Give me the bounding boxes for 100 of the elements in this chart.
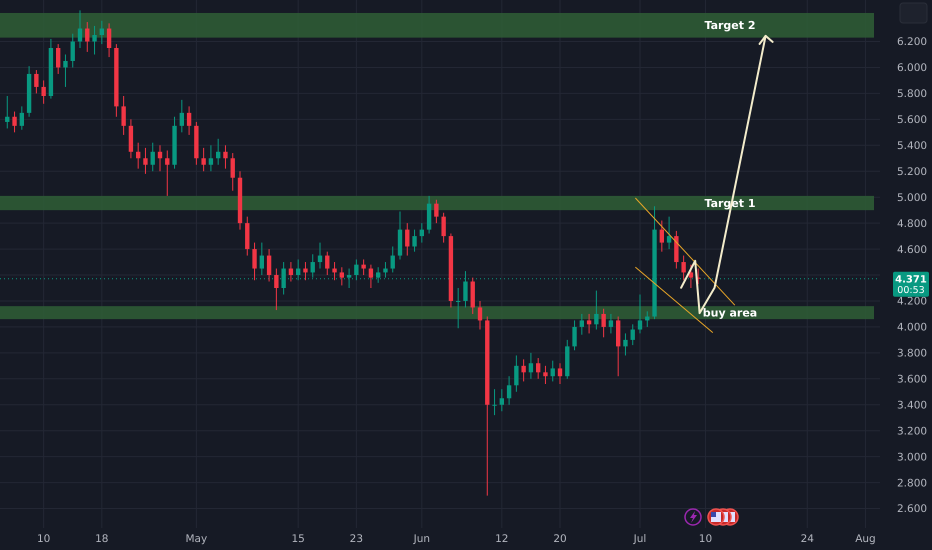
y-tick-label: 2.600 (897, 503, 928, 516)
candlestick (85, 22, 90, 52)
y-tick-label: 4.600 (897, 244, 928, 256)
candlestick (318, 242, 322, 270)
candlestick (696, 268, 700, 285)
candlestick (92, 25, 97, 55)
candlestick (521, 358, 526, 382)
candlestick (420, 222, 424, 244)
y-tick-label: 2.800 (897, 477, 928, 490)
candlestick (514, 354, 519, 392)
y-tick-label: 5.200 (897, 166, 928, 178)
candlestick (288, 262, 294, 282)
candlestick (136, 142, 140, 170)
candlestick (12, 111, 17, 133)
candlestick (580, 313, 584, 336)
x-tick-label: Jul (632, 533, 646, 545)
x-tick-label: May (186, 533, 208, 545)
candlestick (608, 313, 614, 334)
candlestick (536, 358, 540, 380)
candlestick (361, 258, 366, 276)
candlestick (594, 290, 599, 330)
y-tick-label: 3.000 (897, 451, 928, 464)
candlestick (186, 106, 192, 136)
candlestick (41, 80, 46, 104)
candlestick (528, 352, 534, 380)
candlestick (143, 147, 148, 174)
candlestick (121, 96, 126, 136)
candlestick (666, 216, 672, 250)
y-tick-label: 4.200 (897, 296, 928, 308)
candlestick (252, 242, 257, 281)
y-tick-label: 3.800 (897, 348, 928, 360)
candlestick (660, 220, 664, 252)
x-tick-label: 10 (36, 533, 50, 545)
y-tick-label: 4.800 (897, 218, 928, 230)
candlestick (325, 251, 330, 276)
x-tick-label: 12 (495, 533, 509, 545)
candlestick (70, 33, 75, 68)
candlestick (354, 258, 359, 281)
x-tick-label: 15 (291, 533, 305, 545)
ref-line-label: 4.371 (895, 274, 927, 286)
candlestick (383, 262, 388, 278)
text: 00:53 (897, 285, 925, 296)
y-tick-label: 3.200 (897, 425, 928, 438)
candlestick (572, 320, 577, 351)
candlestick (368, 264, 374, 288)
y-tick-label: 3.400 (897, 399, 928, 412)
candlestick (5, 96, 10, 129)
candlestick (274, 268, 279, 311)
candlestick (681, 255, 686, 281)
x-tick-label: Aug (855, 533, 876, 545)
x-tick-label: 18 (95, 533, 109, 545)
candlestick (303, 262, 308, 281)
candlestick (208, 144, 214, 172)
candlestick (645, 310, 650, 328)
y-tick-label: 5.400 (897, 140, 928, 152)
candlestick (78, 10, 82, 48)
candlestick (390, 246, 395, 273)
candlestick (100, 20, 104, 45)
candlestick (340, 266, 344, 286)
candlestick (456, 288, 460, 329)
candlestick (106, 22, 112, 58)
candlestick (34, 70, 39, 94)
y-tick-label: 6.200 (897, 36, 928, 48)
band-label: buy area (702, 306, 758, 320)
band-label: Target 2 (704, 19, 756, 32)
candlestick (601, 308, 606, 338)
candlestick (638, 294, 642, 334)
y-tick-label: 4.000 (897, 322, 928, 334)
y-tick-label: 5.600 (897, 114, 928, 126)
candlestick (216, 138, 220, 166)
candlestick (63, 54, 68, 88)
candlestick (201, 147, 206, 172)
y-tick-label: 5.000 (897, 192, 928, 204)
candlestick (158, 144, 162, 172)
candlestick (550, 360, 555, 382)
y-tick-label: 6.000 (897, 62, 928, 74)
y-tick-label: 5.800 (897, 88, 928, 100)
candlestick (623, 332, 628, 356)
candlestick (266, 248, 272, 282)
candlestick (630, 324, 635, 346)
candlestick (165, 150, 170, 196)
candlestick (20, 106, 24, 130)
y-tick-label: 3.600 (897, 373, 928, 386)
candlestick (180, 99, 184, 133)
x-tick-label: 10 (698, 533, 712, 545)
candlestick (434, 199, 439, 224)
candlestick (506, 376, 512, 406)
x-tick-label: 24 (800, 533, 814, 545)
candlestick (260, 242, 264, 276)
x-tick-label: 20 (553, 533, 567, 545)
candlestick (223, 144, 228, 170)
candlestick (478, 300, 482, 330)
candlestick (56, 44, 60, 74)
x-tick-label: 23 (350, 533, 364, 545)
candlestick (412, 229, 417, 252)
candlestick (405, 222, 410, 256)
candlestick (441, 212, 446, 244)
candlestick (150, 142, 155, 172)
candlestick (500, 388, 504, 412)
candlestick (492, 388, 497, 416)
